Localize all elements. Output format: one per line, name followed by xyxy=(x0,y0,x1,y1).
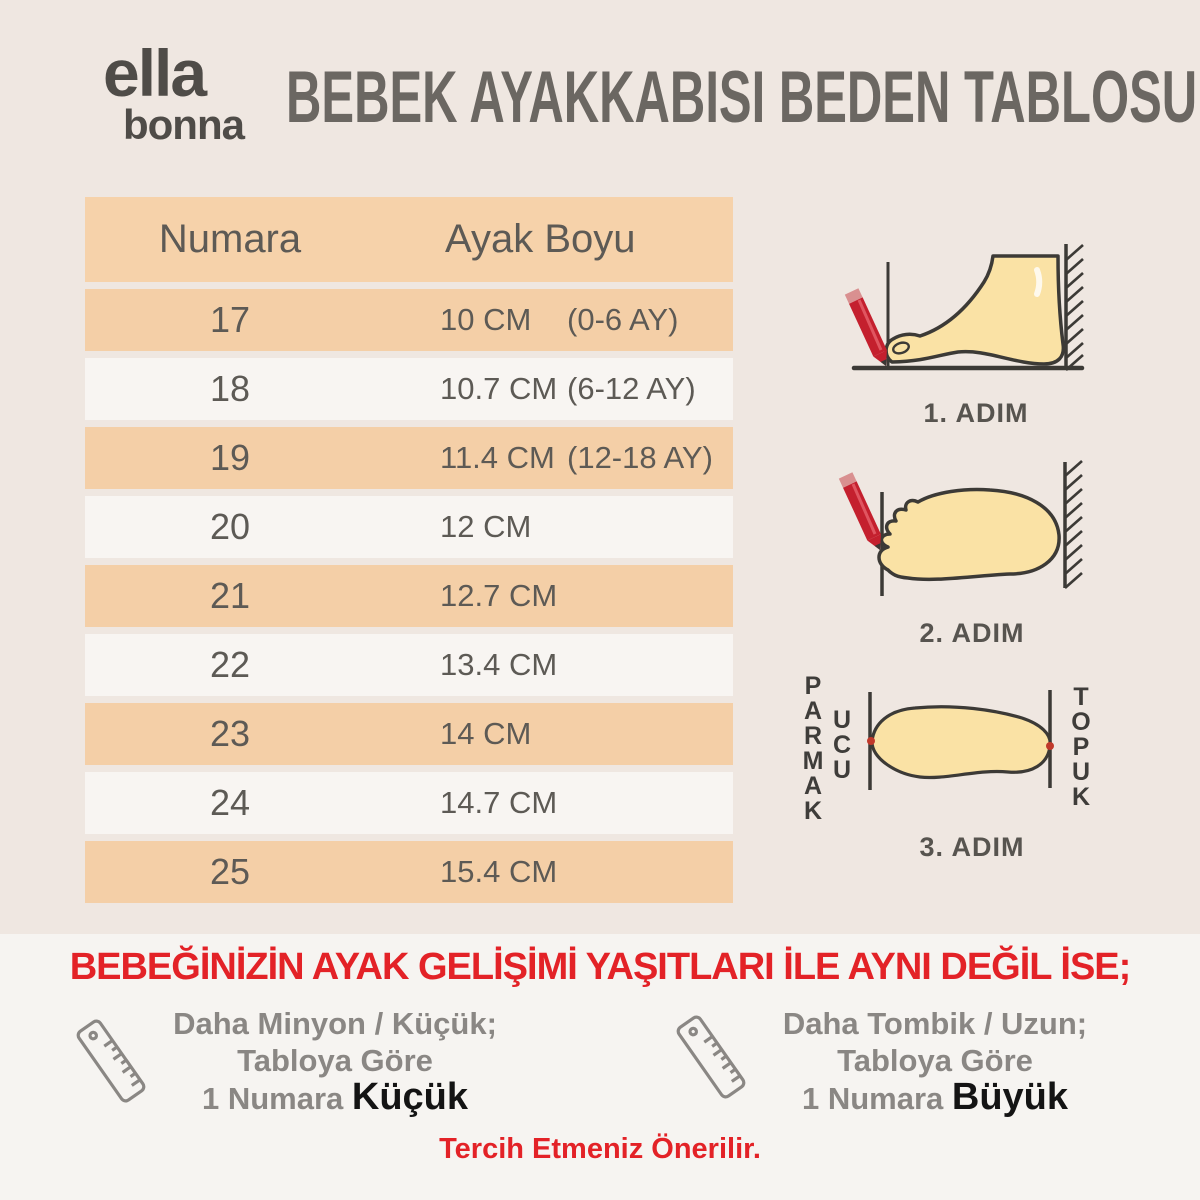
age-range: (12-18 AY) xyxy=(567,440,713,475)
label-parmak: PARMAK xyxy=(799,672,827,822)
brand-name-bonna: bonna xyxy=(123,101,245,148)
measure-step-3: PARMAK UCU TOPUK 3. ADIM xyxy=(799,672,1130,863)
notice-line: 1 Numara Küçük xyxy=(70,1076,600,1118)
table-row: 25 15.4 CM xyxy=(85,841,733,903)
table-header-row: Numara Ayak Boyu xyxy=(85,197,733,282)
foot-length: 12.7 CM xyxy=(440,578,558,613)
foot-length: 10.7 CM xyxy=(440,371,558,406)
measure-step-1: 1. ADIM xyxy=(838,232,1098,429)
ruler-icon xyxy=(676,1015,746,1099)
foot-length: 14 CM xyxy=(440,716,532,751)
notice-line-prefix: 1 Numara xyxy=(801,1081,944,1116)
foot-side-measure-icon xyxy=(844,244,1085,371)
size-number: 19 xyxy=(209,437,251,478)
foot-length: 13.4 CM xyxy=(440,647,558,682)
notice-line: Daha Minyon / Küçük; xyxy=(173,1006,497,1041)
table-row: 22 13.4 CM xyxy=(85,634,733,696)
step-label: 1. ADIM xyxy=(923,398,1029,428)
size-number: 22 xyxy=(209,644,251,685)
table-row: 24 14.7 CM xyxy=(85,772,733,834)
brand-name-ella: ella xyxy=(103,36,207,110)
size-number: 21 xyxy=(209,575,251,616)
age-range: (6-12 AY) xyxy=(567,371,696,406)
foot-side-shape xyxy=(884,254,1066,366)
foot-top-measure-icon xyxy=(838,460,1083,596)
pencil-icon xyxy=(844,288,887,366)
label-ucu: UCU xyxy=(828,706,856,781)
size-number: 20 xyxy=(209,506,251,547)
foot-sole-shape xyxy=(870,705,1052,780)
notice-line: Daha Tombik / Uzun; xyxy=(782,1006,1088,1041)
foot-length: 12 CM xyxy=(440,509,532,544)
size-table: Numara Ayak Boyu 17 10 CM (0-6 AY) 18 10.… xyxy=(85,197,733,910)
page-title: BEBEK AYAKKABISI BEDEN TABLOSU xyxy=(286,57,1198,139)
foot-sole-measure-icon xyxy=(867,690,1054,790)
notice-heading: BEBEĞİNİZİN AYAK GELİŞİMİ YAŞITLARI İLE … xyxy=(69,946,1132,988)
foot-top-shape xyxy=(877,487,1061,582)
column-header-numara: Numara xyxy=(158,217,302,261)
label-topuk: TOPUK xyxy=(1067,683,1095,808)
table-row: 19 11.4 CM (12-18 AY) xyxy=(85,427,733,489)
size-number: 23 xyxy=(209,713,251,754)
measure-step-2: 2. ADIM xyxy=(820,450,1090,649)
size-number: 17 xyxy=(209,299,251,340)
step-label: 3. ADIM xyxy=(919,832,1025,862)
table-row: 20 12 CM xyxy=(85,496,733,558)
ruler-icon xyxy=(76,1019,146,1103)
notice-col-bigger: Daha Tombik / Uzun; Tabloya Göre 1 Numar… xyxy=(600,1005,1200,1117)
age-range: (0-6 AY) xyxy=(567,302,679,337)
foot-length: 14.7 CM xyxy=(440,785,558,820)
table-row: 18 10.7 CM (6-12 AY) xyxy=(85,358,733,420)
notice-line: 1 Numara Büyük xyxy=(670,1076,1200,1118)
notice-col-smaller: Daha Minyon / Küçük; Tabloya Göre 1 Numa… xyxy=(0,1005,600,1117)
notice-line-prefix: 1 Numara xyxy=(201,1081,344,1116)
foot-length: 11.4 CM xyxy=(440,440,555,475)
notice-section: BEBEĞİNİZİN AYAK GELİŞİMİ YAŞITLARI İLE … xyxy=(0,934,1200,1200)
notice-keyword-smaller: Küçük xyxy=(351,1076,469,1118)
foot-length: 15.4 CM xyxy=(440,854,558,889)
table-row: 23 14 CM xyxy=(85,703,733,765)
size-number: 24 xyxy=(209,782,251,823)
toe-contact-dot xyxy=(867,737,875,745)
table-row: 21 12.7 CM xyxy=(85,565,733,627)
step-label: 2. ADIM xyxy=(919,618,1025,648)
notice-line: Tabloya Göre xyxy=(237,1043,433,1078)
notice-keyword-bigger: Büyük xyxy=(951,1076,1069,1118)
pencil-icon xyxy=(838,472,881,550)
notice-line: Tabloya Göre xyxy=(837,1043,1033,1078)
notice-footer: Tercih Etmeniz Önerilir. xyxy=(439,1133,761,1165)
table-row: 17 10 CM (0-6 AY) xyxy=(85,289,733,351)
foot-length: 10 CM xyxy=(440,302,532,337)
size-number: 18 xyxy=(209,368,251,409)
heel-contact-dot xyxy=(1046,742,1054,750)
brand-logo: ella bonna xyxy=(103,36,245,148)
size-number: 25 xyxy=(209,851,251,892)
column-header-ayak-boyu: Ayak Boyu xyxy=(445,217,636,261)
